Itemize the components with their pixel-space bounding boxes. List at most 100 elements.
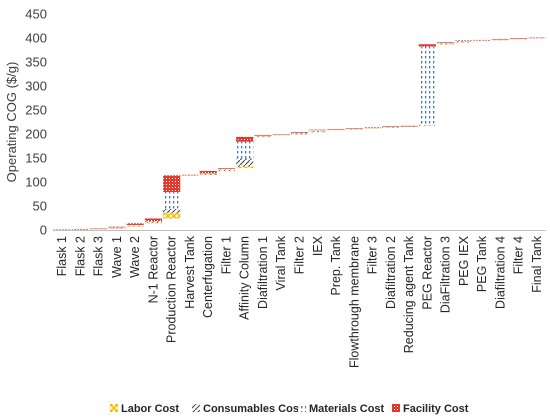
bar-facility xyxy=(144,218,162,222)
bar-consumables xyxy=(217,169,236,171)
x-tick-label: Wave 1 xyxy=(110,236,124,278)
x-tick-label: Filter 1 xyxy=(219,236,233,274)
bar-facility xyxy=(71,229,89,230)
y-axis-label: Operating COG ($/g) xyxy=(4,62,19,183)
bar-facility xyxy=(473,39,491,41)
bar-labor xyxy=(144,222,162,224)
legend-label: Facility Cost xyxy=(403,403,469,415)
bar-facility xyxy=(181,174,199,176)
x-tick-label: Flask 3 xyxy=(92,236,106,276)
bar-consumables xyxy=(108,227,126,229)
bar-materials xyxy=(144,221,162,223)
bar-labor xyxy=(436,44,455,45)
x-tick-label: Diafiltration 2 xyxy=(384,236,398,309)
bar-consumables xyxy=(382,126,400,128)
bar-materials xyxy=(290,132,309,134)
bar-consumables xyxy=(199,173,217,175)
bar-facility xyxy=(108,226,126,228)
bar-facility xyxy=(290,132,309,133)
bar-facility xyxy=(53,229,71,231)
y-tick-label: 350 xyxy=(25,55,47,70)
bar-consumables xyxy=(126,225,144,227)
bar-facility xyxy=(400,125,418,127)
bar-consumables xyxy=(455,41,473,43)
x-tick-label: IEX xyxy=(311,235,325,256)
bar-consumables xyxy=(290,133,309,135)
bar-labor xyxy=(418,125,436,126)
bar-materials xyxy=(309,130,327,132)
x-tick-label: Diafiltration 4 xyxy=(493,236,507,309)
bar-consumables xyxy=(236,158,254,167)
bar-facility xyxy=(345,128,363,129)
bar-facility xyxy=(254,134,272,136)
bar-facility xyxy=(455,40,473,41)
x-tick-label: PEG Reactor xyxy=(420,236,434,310)
bar-materials xyxy=(236,141,254,159)
bar-materials xyxy=(455,40,473,42)
x-tick-label: Flask 2 xyxy=(73,236,87,276)
x-tick-label: Wave 2 xyxy=(128,236,142,278)
x-tick-label: Final Tank xyxy=(530,235,544,292)
x-tick-label: Flask 1 xyxy=(55,236,69,276)
bar-labor xyxy=(290,134,309,135)
bar-labor xyxy=(126,226,144,227)
bar-labor xyxy=(309,131,327,133)
bar-labor xyxy=(217,170,236,172)
bar-materials xyxy=(217,168,236,170)
bar-facility xyxy=(199,170,217,174)
x-tick-label: Filter 3 xyxy=(366,236,380,274)
legend-label: Consumables Cost xyxy=(203,403,303,415)
x-tick-label: Flowthrough membrane xyxy=(347,236,361,368)
y-tick-label: 0 xyxy=(40,223,47,238)
bar-labor xyxy=(510,38,528,40)
legend-swatch xyxy=(392,404,400,412)
bar-consumables xyxy=(163,208,181,213)
bar-materials xyxy=(254,135,272,137)
legend-swatch xyxy=(192,404,200,412)
bar-labor xyxy=(199,174,217,176)
bar-consumables xyxy=(144,222,162,223)
x-tick-label: Viral Tank xyxy=(274,235,288,290)
bar-facility xyxy=(418,44,436,47)
y-axis: 0 50 100 150 200 250 300 350 400 450 xyxy=(25,7,47,238)
bar-facility xyxy=(436,42,455,44)
bar-labor xyxy=(108,228,126,229)
legend-label: Materials Cost xyxy=(309,403,385,415)
x-tick-label: N-1 Reactor xyxy=(146,236,160,303)
x-tick-label: DiaFiltration 3 xyxy=(439,236,453,313)
y-tick-label: 450 xyxy=(25,7,47,22)
bar-facility xyxy=(217,168,236,169)
legend: Labor Cost Consumables Cost Materials Cost… xyxy=(110,403,469,415)
bar-materials xyxy=(108,227,126,228)
bars xyxy=(53,37,546,231)
x-tick-label: Harvest Tank xyxy=(183,235,197,308)
bar-labor xyxy=(254,136,272,138)
x-tick-label: Centerfugation xyxy=(201,236,215,318)
x-tick-label: PEG Tank xyxy=(475,235,489,292)
x-tick-label: Diafiltration 1 xyxy=(256,236,270,309)
bar-consumables xyxy=(309,131,327,132)
bar-materials xyxy=(126,224,144,226)
bar-facility xyxy=(163,175,181,193)
bar-materials xyxy=(436,43,455,44)
bar-facility xyxy=(363,127,382,128)
legend-label: Labor Cost xyxy=(121,403,179,415)
bar-consumables xyxy=(436,43,455,45)
bar-facility xyxy=(309,129,327,131)
bar-facility xyxy=(327,129,345,130)
y-tick-label: 300 xyxy=(25,79,47,94)
bar-facility xyxy=(491,38,509,40)
x-tick-label: PEG IEX xyxy=(457,235,471,286)
bar-consumables xyxy=(254,136,272,137)
y-tick-label: 200 xyxy=(25,127,47,142)
y-tick-label: 150 xyxy=(25,151,47,166)
x-tick-label: Filter 2 xyxy=(293,236,307,274)
bar-facility xyxy=(236,136,254,142)
y-tick-label: 50 xyxy=(33,199,47,214)
bar-facility xyxy=(272,134,290,136)
bar-labor xyxy=(363,128,382,129)
bar-facility xyxy=(510,38,528,39)
legend-swatch xyxy=(110,404,118,412)
x-tick-label: Prep. Tank xyxy=(329,235,343,295)
